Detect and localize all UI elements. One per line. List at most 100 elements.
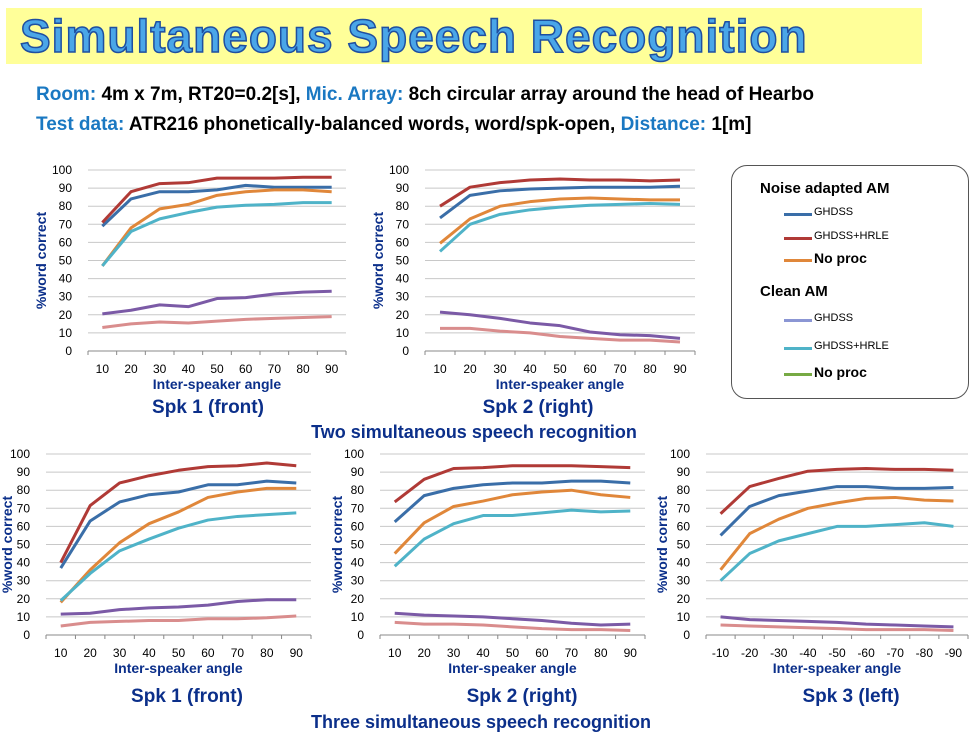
x-tick-label: -60: [857, 646, 875, 660]
section-title-three: Three simultaneous speech recognition: [310, 712, 652, 732]
y-tick-label: 70: [59, 217, 73, 231]
y-tick-label: 50: [396, 254, 410, 268]
x-tick-label: 10: [433, 362, 447, 376]
x-tick-label: 20: [83, 646, 97, 660]
x-tick-label: 30: [447, 646, 461, 660]
x-tick-label: 50: [172, 646, 186, 660]
y-tick-label: 40: [59, 272, 73, 286]
legend-label: GHDSS+HRLE: [814, 230, 889, 242]
y-tick-label: 60: [351, 519, 365, 533]
legend-label: GHDSS: [814, 312, 854, 324]
y-tick-label: 60: [59, 235, 73, 249]
x-axis-label: Inter-speaker angle: [153, 376, 282, 392]
y-tick-label: 10: [59, 326, 73, 340]
x-tick-label: 90: [325, 362, 339, 376]
legend-label: No proc: [814, 250, 867, 266]
y-tick-label: 10: [351, 610, 365, 624]
y-tick-label: 100: [670, 447, 690, 461]
legend-label: No proc: [814, 364, 867, 380]
series-line: [393, 508, 631, 568]
x-tick-label: 60: [583, 362, 597, 376]
y-tick-label: 10: [677, 610, 691, 624]
x-tick-label: 50: [506, 646, 520, 660]
y-tick-label: 0: [23, 628, 30, 642]
y-tick-label: 90: [396, 181, 410, 195]
distance-label: Distance:: [620, 114, 707, 135]
y-axis-label: %word correct: [0, 496, 15, 594]
y-tick-label: 40: [17, 556, 31, 570]
mic-label: Mic. Array:: [305, 84, 404, 105]
series-line: [439, 196, 680, 245]
y-axis-label: %word correct: [33, 212, 49, 310]
room-value: 4m x 7m, RT20=0.2[s],: [101, 84, 301, 105]
legend-swatch: [784, 237, 812, 240]
x-tick-label: -10: [712, 646, 730, 660]
legend-label: GHDSS: [814, 206, 854, 218]
series-line: [719, 495, 954, 571]
y-tick-label: 50: [59, 254, 73, 268]
y-tick-label: 20: [351, 592, 365, 606]
x-tick-label: 10: [96, 362, 110, 376]
x-tick-label: 30: [493, 362, 507, 376]
series-line: [59, 461, 297, 564]
y-tick-label: 0: [402, 344, 409, 358]
y-tick-label: 0: [65, 344, 72, 358]
series-line: [394, 611, 631, 627]
y-axis-label: %word correct: [329, 496, 345, 594]
info-test-line: Test data: ATR216 phonetically-balanced …: [36, 114, 752, 136]
series-line: [719, 521, 954, 582]
legend: Noise adapted AM GHDSS GHDSS+HRLE No pro…: [731, 165, 969, 399]
series-line: [439, 177, 681, 208]
series-line: [101, 188, 332, 267]
x-tick-label: 20: [417, 646, 431, 660]
x-tick-label: 60: [535, 646, 549, 660]
y-tick-label: 80: [396, 199, 410, 213]
panel-title-two-spk1: Spk 1 (front): [152, 397, 264, 418]
chart-three-spk3: 0 10 20 30 40 50 60 70 80 90 100 -10 -20 -30 -40 -50 -60…: [654, 447, 969, 676]
series-line: [102, 289, 332, 316]
x-tick-label: 70: [565, 646, 579, 660]
series-line: [440, 326, 681, 344]
x-tick-label: 10: [54, 646, 68, 660]
y-tick-label: 100: [389, 163, 409, 177]
x-tick-label: 40: [523, 362, 537, 376]
x-tick-label: 70: [613, 362, 627, 376]
x-tick-label: 70: [268, 362, 282, 376]
distance-value: 1[m]: [711, 114, 752, 135]
legend-swatch: [784, 213, 812, 216]
series-line: [720, 615, 954, 629]
y-tick-label: 50: [351, 538, 365, 552]
test-label: Test data:: [36, 114, 125, 135]
series-line: [101, 183, 332, 228]
title-band: Simultaneous Speech Recognition: [6, 8, 922, 64]
x-tick-label: 30: [113, 646, 127, 660]
y-tick-label: 90: [17, 465, 31, 479]
series-line: [720, 623, 954, 632]
legend-swatch: [784, 259, 812, 262]
y-tick-label: 30: [351, 574, 365, 588]
y-tick-label: 60: [17, 519, 31, 533]
x-tick-label: 80: [643, 362, 657, 376]
series-line: [101, 201, 332, 267]
y-axis-label: %word correct: [370, 212, 386, 310]
series-line: [393, 479, 631, 523]
y-tick-label: 10: [396, 326, 410, 340]
mic-value: 8ch circular array around the head of He…: [408, 84, 815, 105]
y-tick-label: 80: [351, 483, 365, 497]
x-tick-label: 50: [210, 362, 224, 376]
panel-title-three-spk3: Spk 3 (left): [802, 686, 900, 707]
series-line: [719, 466, 954, 515]
legend-swatch: [784, 319, 812, 322]
y-tick-label: 80: [59, 199, 73, 213]
series-line: [393, 464, 631, 504]
x-tick-label: 70: [231, 646, 245, 660]
x-tick-label: -50: [828, 646, 846, 660]
x-tick-label: 80: [260, 646, 274, 660]
series-line: [439, 184, 681, 220]
y-tick-label: 90: [351, 465, 365, 479]
series-line: [719, 485, 954, 537]
x-axis-label: Inter-speaker angle: [496, 376, 625, 392]
chart-three-spk1: 0 10 20 30 40 50 60 70 80 90 100 10 20 30 40 50 60 70 80 90…: [0, 447, 312, 676]
x-tick-label: -80: [916, 646, 934, 660]
y-tick-label: 100: [52, 163, 72, 177]
